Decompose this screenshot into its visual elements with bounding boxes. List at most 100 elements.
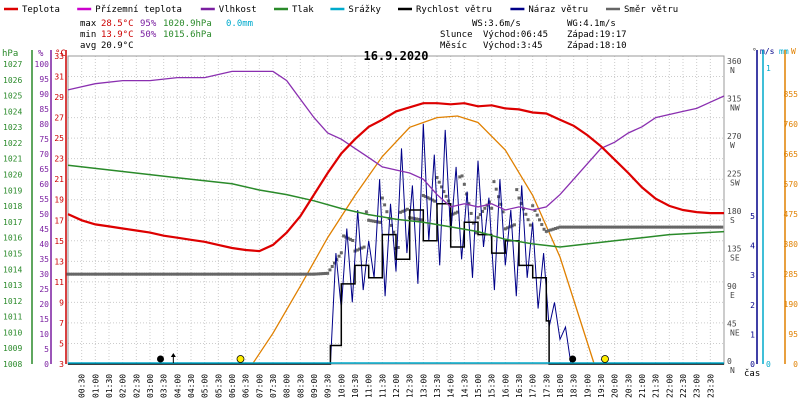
wind-direction-point — [109, 272, 113, 276]
wind-direction-point — [112, 272, 116, 276]
pressure-tick-label: 1013 — [3, 281, 22, 290]
wind-direction-point — [178, 272, 182, 276]
wind-direction-point — [410, 216, 414, 220]
wind-direction-point — [494, 187, 498, 191]
wind-direction-point — [130, 272, 134, 276]
wind-direction-point — [626, 225, 630, 229]
stats-sunrise: Východ:06:45 — [483, 30, 548, 40]
direction-tick-compass: SE — [730, 254, 740, 263]
wind-direction-point — [305, 272, 309, 276]
wind-direction-point — [615, 225, 619, 229]
wind-direction-point — [182, 272, 186, 276]
time-tick-label: 12:30 — [406, 374, 415, 398]
wind-direction-point — [517, 196, 521, 200]
wind-direction-point — [451, 212, 455, 216]
wind-direction-point — [478, 213, 482, 217]
time-tick-label: 14:00 — [447, 374, 456, 398]
solar-tick-label: 855 — [784, 90, 799, 99]
wind-direction-point — [123, 272, 127, 276]
moonrise-marker — [157, 355, 164, 363]
wind-direction-point — [715, 225, 719, 229]
humidity-tick-label: 95 — [39, 75, 49, 84]
wind-direction-point — [526, 218, 530, 222]
axis-unit-wind: m/s — [760, 47, 775, 56]
wind-direction-point — [225, 272, 229, 276]
time-tick-label: 18:00 — [556, 374, 565, 398]
stats-avg-label: avg — [80, 41, 96, 51]
temperature-tick-label: 13 — [54, 257, 64, 266]
wind-direction-point — [583, 225, 587, 229]
stats-wind-speed: WS:3.6m/s — [472, 19, 521, 29]
humidity-tick-label: 25 — [39, 285, 49, 294]
wind-direction-point — [610, 225, 614, 229]
wind-direction-point — [533, 208, 537, 212]
direction-tick-degree: 315 — [727, 95, 742, 104]
wind-direction-point — [116, 272, 120, 276]
wind-direction-point — [232, 272, 236, 276]
time-tick-label: 23:00 — [693, 374, 702, 398]
time-tick-label: 07:00 — [255, 374, 264, 398]
wind-direction-point — [594, 225, 598, 229]
grid-lines — [68, 55, 724, 365]
wind-direction-point — [323, 271, 327, 275]
moonset-marker — [569, 355, 577, 363]
wind-direction-point — [553, 227, 557, 231]
pressure-tick-label: 1023 — [3, 123, 22, 132]
wind-direction-point — [80, 272, 84, 276]
wind-direction-point — [692, 225, 696, 229]
wind-direction-point — [348, 237, 352, 241]
humidity-tick-label: 60 — [39, 180, 49, 189]
legend-label: Přízemní teplota — [95, 5, 182, 15]
wind-direction-point — [538, 218, 541, 222]
wind-direction-point — [294, 272, 298, 276]
time-tick-label: 01:00 — [91, 374, 100, 398]
wind-direction-point — [515, 188, 519, 192]
time-tick-label: 21:30 — [652, 374, 661, 398]
humidity-tick-label: 40 — [39, 240, 49, 249]
time-tick-label: 23:30 — [706, 374, 715, 398]
time-tick-label: 20:30 — [624, 374, 633, 398]
wind-direction-point — [674, 225, 678, 229]
wind-direction-point — [216, 272, 220, 276]
pressure-tick-label: 1018 — [3, 202, 22, 211]
time-tick-label: 22:30 — [679, 374, 688, 398]
wind-direction-point — [503, 227, 507, 231]
wind-direction-point — [483, 206, 487, 210]
stats-max-label: max — [80, 19, 97, 29]
wind-direction-point — [378, 220, 382, 224]
wind-direction-point — [606, 225, 610, 229]
wind-direction-point — [107, 272, 111, 276]
wind-direction-point — [358, 247, 362, 251]
temperature-tick-label: 5 — [59, 339, 64, 348]
humidity-tick-label: 35 — [39, 255, 49, 264]
wind-tick-label: 2 — [750, 301, 755, 310]
humidity-tick-label: 5 — [44, 345, 49, 354]
wind-direction-point — [656, 225, 660, 229]
wind-direction-point — [456, 210, 459, 214]
wind-direction-point — [303, 272, 307, 276]
wind-direction-point — [647, 225, 651, 229]
wind-direction-point — [681, 225, 685, 229]
gust-max-arrowhead — [170, 353, 176, 357]
wind-direction-point — [246, 272, 250, 276]
temperature-tick-label: 7 — [59, 319, 64, 328]
wind-direction-point — [635, 225, 639, 229]
wind-direction-point — [96, 272, 100, 276]
wind-direction-point — [337, 254, 341, 258]
time-tick-label: 11:30 — [378, 374, 387, 398]
time-tick-label: 20:00 — [611, 374, 620, 398]
wind-direction-point — [702, 225, 705, 229]
axis-unit-temperature: °C — [55, 49, 66, 59]
wind-direction-point — [143, 272, 147, 276]
solar-tick-label: 475 — [784, 210, 799, 219]
wind-direction-point — [351, 239, 355, 243]
wind-direction-point — [285, 272, 289, 276]
wind-direction-point — [706, 225, 710, 229]
wind-direction-point — [235, 272, 239, 276]
wind-direction-point — [289, 272, 293, 276]
direction-tick-degree: 225 — [727, 170, 742, 179]
time-tick-label: 05:30 — [214, 374, 223, 398]
wind-direction-point — [132, 272, 136, 276]
wind-direction-point — [203, 272, 207, 276]
wind-direction-point — [121, 272, 125, 276]
